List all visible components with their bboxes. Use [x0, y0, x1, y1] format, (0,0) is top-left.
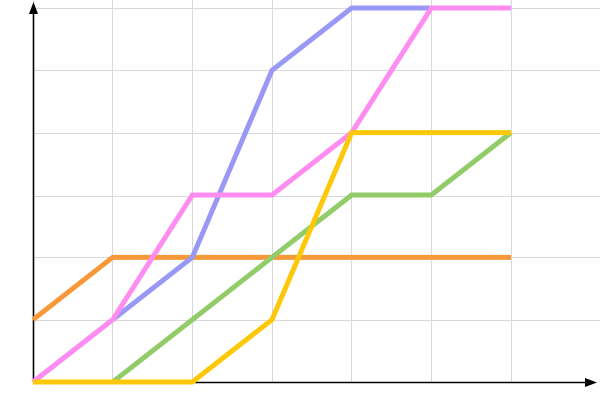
vertical-gridlines [33, 0, 512, 382]
horizontal-gridlines [33, 8, 600, 321]
series-lines [31, 5, 513, 385]
x-axis-arrow-icon [585, 378, 597, 387]
series-line-pink [31, 5, 511, 384]
y-axis [29, 2, 38, 382]
y-axis-arrow-icon [29, 2, 38, 14]
series-line-yellow [33, 130, 511, 385]
